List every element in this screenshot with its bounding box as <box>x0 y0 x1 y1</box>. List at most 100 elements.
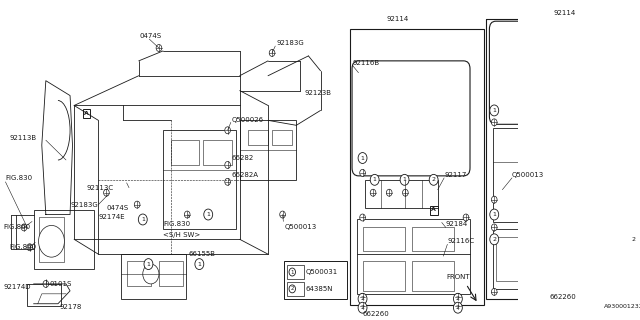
Text: 1: 1 <box>197 261 201 267</box>
Bar <box>365 180 438 208</box>
Circle shape <box>358 293 367 304</box>
Bar <box>364 228 405 251</box>
Text: 92174D: 92174D <box>4 284 31 290</box>
Circle shape <box>360 169 365 176</box>
Circle shape <box>630 224 636 231</box>
Text: 92183G: 92183G <box>70 202 98 208</box>
Text: 66155B: 66155B <box>189 251 216 257</box>
Circle shape <box>138 214 147 225</box>
Bar <box>83 109 90 118</box>
Bar <box>604 152 634 166</box>
Circle shape <box>455 302 461 309</box>
Circle shape <box>370 174 379 185</box>
Circle shape <box>492 196 497 203</box>
Circle shape <box>490 234 499 245</box>
Text: FIG.830: FIG.830 <box>163 221 190 228</box>
Bar <box>493 128 638 222</box>
Text: 1: 1 <box>147 261 150 267</box>
Circle shape <box>269 50 275 56</box>
Circle shape <box>455 293 461 300</box>
Bar <box>364 261 405 291</box>
Bar <box>240 120 296 180</box>
Text: 1: 1 <box>372 177 376 182</box>
Text: 1: 1 <box>206 212 210 217</box>
Text: 1: 1 <box>291 269 294 275</box>
Circle shape <box>630 288 636 295</box>
Circle shape <box>463 214 468 221</box>
Text: 92178: 92178 <box>60 304 82 310</box>
Circle shape <box>628 234 637 245</box>
Bar <box>357 220 470 294</box>
Bar <box>40 218 63 262</box>
Text: A930001232: A930001232 <box>604 304 640 309</box>
Circle shape <box>387 189 392 196</box>
Circle shape <box>225 127 230 134</box>
Bar <box>163 130 236 229</box>
Bar <box>248 130 268 145</box>
Text: 2: 2 <box>631 237 636 242</box>
Text: 66282: 66282 <box>232 155 254 161</box>
Bar <box>121 254 186 299</box>
Circle shape <box>358 153 367 164</box>
Text: FIG.860: FIG.860 <box>10 244 36 250</box>
Text: 2: 2 <box>360 296 365 301</box>
Circle shape <box>21 224 27 231</box>
Text: 1: 1 <box>141 217 145 222</box>
Circle shape <box>280 211 285 218</box>
Text: 662260: 662260 <box>362 311 389 317</box>
Circle shape <box>104 189 109 196</box>
Text: 0101S: 0101S <box>50 281 72 287</box>
Circle shape <box>360 302 365 309</box>
Text: 66282A: 66282A <box>232 172 259 178</box>
Text: 92117: 92117 <box>444 172 467 178</box>
Text: 2: 2 <box>431 177 436 182</box>
Bar <box>287 265 305 279</box>
Circle shape <box>144 259 153 269</box>
Circle shape <box>43 280 49 287</box>
Circle shape <box>429 174 438 185</box>
Bar <box>127 261 151 286</box>
Bar <box>34 210 94 269</box>
Bar <box>284 261 347 299</box>
Circle shape <box>225 178 230 185</box>
Text: FIG.860: FIG.860 <box>4 224 31 230</box>
Text: A: A <box>84 111 89 116</box>
Text: Q500031: Q500031 <box>306 269 339 275</box>
Text: 1: 1 <box>492 108 496 113</box>
Text: Q500013: Q500013 <box>284 224 316 230</box>
Text: 0474S: 0474S <box>140 33 162 39</box>
Bar <box>496 237 561 281</box>
Circle shape <box>289 268 296 276</box>
Circle shape <box>143 264 159 284</box>
Text: 2: 2 <box>456 305 460 310</box>
Bar <box>431 206 438 214</box>
Text: 662260: 662260 <box>550 294 576 300</box>
Circle shape <box>195 259 204 269</box>
Bar <box>412 228 454 251</box>
Bar <box>28 284 61 306</box>
Text: 92116B: 92116B <box>353 60 380 66</box>
Text: 92123B: 92123B <box>305 90 332 96</box>
Circle shape <box>289 285 296 293</box>
Circle shape <box>225 162 230 168</box>
Text: FRONT: FRONT <box>446 274 470 280</box>
Bar <box>412 261 454 291</box>
Text: 92116C: 92116C <box>447 238 474 244</box>
Bar <box>159 261 183 286</box>
Bar <box>604 168 634 182</box>
Bar <box>604 185 634 199</box>
Text: 92174E: 92174E <box>99 214 125 220</box>
Circle shape <box>156 44 162 52</box>
Text: 2: 2 <box>492 237 496 242</box>
Circle shape <box>490 209 499 220</box>
Text: 92184: 92184 <box>446 221 468 228</box>
Circle shape <box>403 189 408 196</box>
Circle shape <box>358 302 367 313</box>
Text: 1: 1 <box>360 156 365 161</box>
Text: Q500026: Q500026 <box>232 117 264 123</box>
Circle shape <box>360 293 365 300</box>
Circle shape <box>492 224 497 231</box>
Circle shape <box>492 288 497 295</box>
Bar <box>204 140 232 165</box>
Circle shape <box>204 209 212 220</box>
